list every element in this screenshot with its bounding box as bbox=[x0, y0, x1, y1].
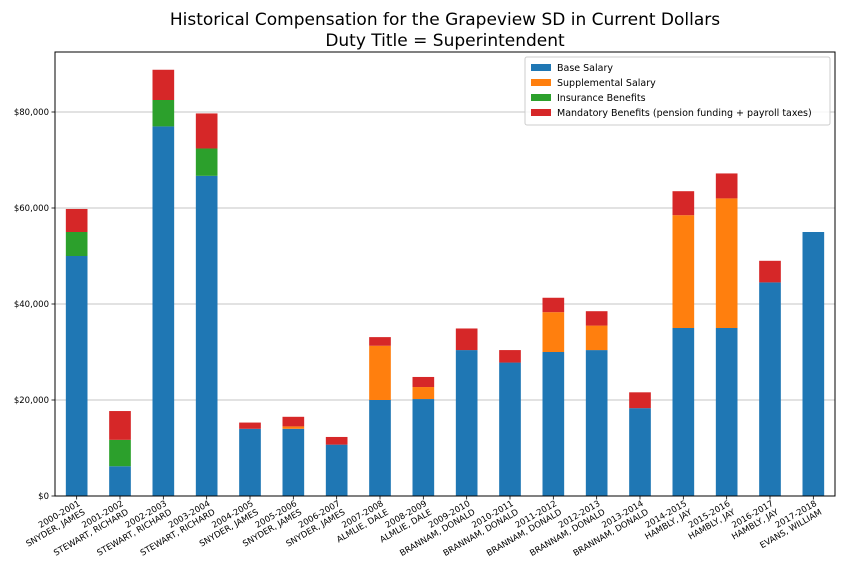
bar-segment-base bbox=[715, 328, 738, 496]
bar-segment-base bbox=[369, 400, 391, 496]
bars bbox=[65, 69, 825, 497]
bar-segment-base bbox=[195, 175, 218, 496]
bar-segment-base bbox=[802, 232, 825, 496]
bar-segment-base bbox=[629, 408, 651, 496]
bar-segment-supplemental bbox=[282, 426, 305, 429]
bar-segment-mandatory bbox=[109, 411, 131, 440]
bar-segment-supplemental bbox=[412, 387, 435, 400]
bar-segment-mandatory bbox=[369, 337, 391, 346]
bar-segment-mandatory bbox=[715, 173, 738, 199]
y-tick-label: $0 bbox=[38, 492, 49, 502]
bar-segment-mandatory bbox=[325, 436, 348, 445]
bar-segment-base bbox=[499, 362, 521, 496]
y-tick-label: $40,000 bbox=[14, 300, 49, 310]
bar-segment-mandatory bbox=[195, 113, 218, 149]
y-tick-label: $80,000 bbox=[14, 108, 49, 118]
legend-box bbox=[524, 56, 831, 126]
bar-segment-insurance bbox=[152, 100, 175, 127]
y-axis: $0 $20,000 $40,000 $60,000 $80,000 bbox=[14, 108, 55, 502]
bar-segment-base bbox=[109, 466, 131, 496]
bar-segment-mandatory bbox=[455, 328, 478, 351]
bar-segment-supplemental bbox=[585, 325, 608, 351]
bar-segment-mandatory bbox=[152, 69, 175, 100]
bar-segment-base bbox=[325, 444, 348, 496]
bar-segment-base bbox=[759, 282, 781, 496]
legend-swatch bbox=[531, 79, 551, 86]
y-tick-label: $20,000 bbox=[14, 396, 49, 406]
bar-segment-mandatory bbox=[412, 376, 435, 388]
bar-segment-base bbox=[542, 352, 565, 496]
y-tick-label: $60,000 bbox=[14, 204, 49, 214]
bar-segment-base bbox=[455, 350, 478, 496]
chart-subtitle: Duty Title = Superintendent bbox=[325, 31, 565, 51]
bar-segment-mandatory bbox=[585, 311, 608, 326]
legend-label: Insurance Benefits bbox=[557, 93, 646, 104]
bar-segment-mandatory bbox=[282, 416, 305, 427]
plot-frame bbox=[54, 51, 836, 497]
bar-segment-base bbox=[65, 256, 88, 496]
bar-segment-mandatory bbox=[65, 208, 88, 232]
bar-segment-base bbox=[412, 399, 435, 496]
bar-segment-mandatory bbox=[499, 350, 521, 363]
legend-swatch bbox=[531, 94, 551, 101]
legend-label: Base Salary bbox=[557, 63, 613, 74]
bar-segment-mandatory bbox=[759, 260, 781, 283]
bar-segment-base bbox=[152, 126, 175, 497]
bar-segment-mandatory bbox=[542, 297, 565, 313]
bar-segment-insurance bbox=[65, 232, 88, 256]
bar-segment-mandatory bbox=[672, 191, 695, 216]
bar-segment-supplemental bbox=[672, 215, 695, 328]
bar-segment-base bbox=[282, 428, 305, 496]
legend-swatch bbox=[531, 109, 551, 116]
bar-segment-mandatory bbox=[629, 392, 651, 409]
bar-segment-base bbox=[672, 328, 695, 496]
bar-segment-insurance bbox=[195, 148, 218, 176]
bar-segment-supplemental bbox=[542, 312, 565, 352]
legend: Base Salary Supplemental Salary Insurance … bbox=[524, 56, 831, 126]
legend-label: Supplemental Salary bbox=[557, 78, 656, 89]
bar-segment-insurance bbox=[109, 439, 131, 467]
bar-segment-mandatory bbox=[239, 422, 261, 429]
legend-swatch bbox=[531, 64, 551, 71]
chart-title: Historical Compensation for the Grapevie… bbox=[170, 10, 720, 30]
bar-segment-base bbox=[239, 428, 261, 496]
bar-segment-supplemental bbox=[369, 345, 391, 400]
legend-label: Mandatory Benefits (pension funding + pa… bbox=[557, 108, 812, 119]
bar-segment-supplemental bbox=[715, 198, 738, 328]
bar-segment-base bbox=[585, 350, 608, 496]
